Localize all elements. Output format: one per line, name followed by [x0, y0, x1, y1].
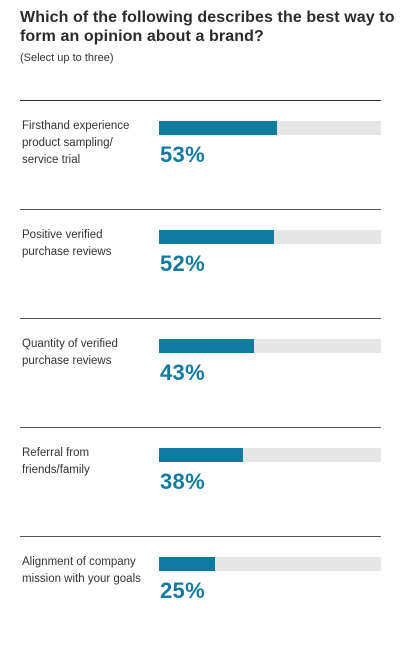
chart-subtitle: (Select up to three) — [20, 52, 114, 64]
bar-track — [159, 339, 381, 353]
chart-row: Quantity of verified purchase reviews 43% — [20, 318, 381, 427]
data-label: 43% — [160, 360, 205, 385]
bar — [159, 448, 244, 462]
category-label: Positive verified purchase reviews — [22, 229, 112, 258]
bar-track — [159, 557, 381, 571]
chart-rows: Firsthand experience product sampling/ s… — [20, 100, 381, 645]
chart-row: Firsthand experience product sampling/ s… — [20, 100, 381, 209]
bar — [159, 230, 275, 244]
bar-track — [159, 230, 381, 244]
chart-title: Which of the following describes the bes… — [20, 9, 395, 45]
bar — [159, 339, 255, 353]
category-label: Firsthand experience product sampling/ s… — [22, 120, 130, 166]
bar — [159, 121, 277, 135]
data-label: 53% — [160, 142, 205, 167]
bar-track — [159, 448, 381, 462]
data-label: 25% — [160, 578, 205, 603]
bar — [159, 557, 215, 571]
chart-row: Referral from friends/family 38% — [20, 427, 381, 536]
category-label: Quantity of verified purchase reviews — [22, 338, 118, 367]
data-label: 52% — [160, 251, 205, 276]
category-label: Referral from friends/family — [22, 447, 90, 476]
chart-row: Alignment of company mission with your g… — [20, 536, 381, 645]
bar-track — [159, 121, 381, 135]
category-label: Alignment of company mission with your g… — [22, 556, 141, 585]
chart-row: Positive verified purchase reviews 52% — [20, 209, 381, 318]
data-label: 38% — [160, 469, 205, 494]
